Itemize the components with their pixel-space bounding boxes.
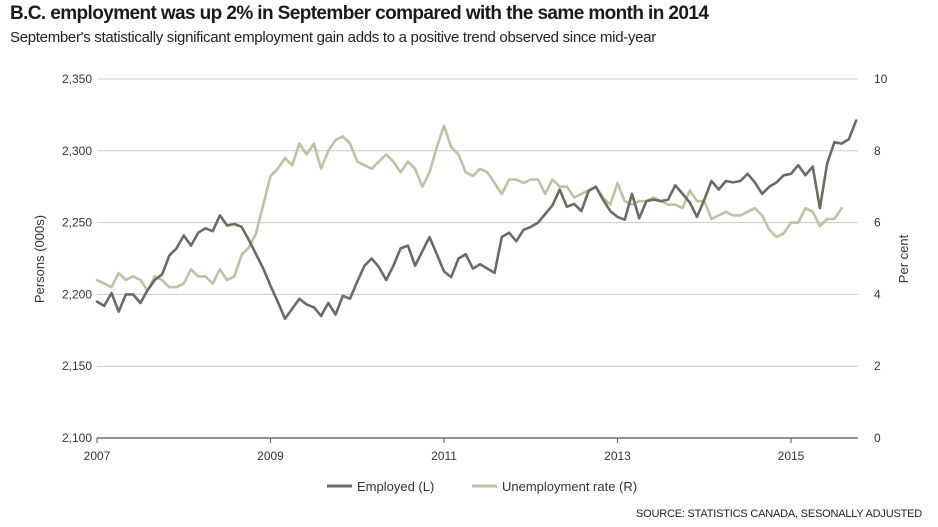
x-tick-label: 2013: [604, 449, 631, 463]
right-tick-label: 10: [874, 72, 888, 86]
series-line-employed: [95, 119, 858, 321]
x-tick-label: 2009: [257, 449, 284, 463]
legend: Employed (L) Unemployment rate (R): [327, 479, 637, 494]
chart-title: B.C. employment was up 2% in September c…: [10, 3, 709, 24]
x-tick-label: 2015: [778, 449, 805, 463]
source-note: SOURCE: STATISTICS CANADA, SESONALLY ADJ…: [635, 508, 922, 520]
x-tick-label: 2007: [84, 449, 111, 463]
x-tick-label: 2011: [431, 449, 457, 463]
series-line-unemployment: [95, 124, 843, 293]
left-tick-label: 2,250: [62, 216, 92, 230]
x-axis-ticks: 2007 2009 2011 2013 2015: [84, 438, 805, 463]
left-tick-label: 2,100: [62, 431, 92, 445]
series-lines: [95, 119, 858, 321]
right-tick-label: 4: [874, 287, 881, 301]
right-tick-label: 0: [874, 431, 881, 445]
left-tick-label: 2,350: [62, 72, 92, 86]
right-tick-label: 6: [874, 216, 881, 230]
left-tick-label: 2,300: [62, 144, 92, 158]
grid-lines: [97, 78, 858, 439]
right-axis-ticks: 0 2 4 6 8 10: [874, 72, 888, 445]
left-axis-label: Persons (000s): [32, 215, 47, 303]
right-tick-label: 8: [874, 144, 881, 158]
legend-label-unemployment: Unemployment rate (R): [502, 479, 637, 494]
legend-label-employed: Employed (L): [357, 479, 434, 494]
left-tick-label: 2,150: [62, 359, 92, 373]
right-axis-label: Per cent: [896, 234, 911, 283]
left-axis-ticks: 2,100 2,150 2,200 2,250 2,300 2,350: [62, 72, 92, 445]
chart-subtitle: September's statistically significant em…: [10, 29, 656, 46]
right-tick-label: 2: [874, 359, 881, 373]
left-tick-label: 2,200: [62, 287, 92, 301]
